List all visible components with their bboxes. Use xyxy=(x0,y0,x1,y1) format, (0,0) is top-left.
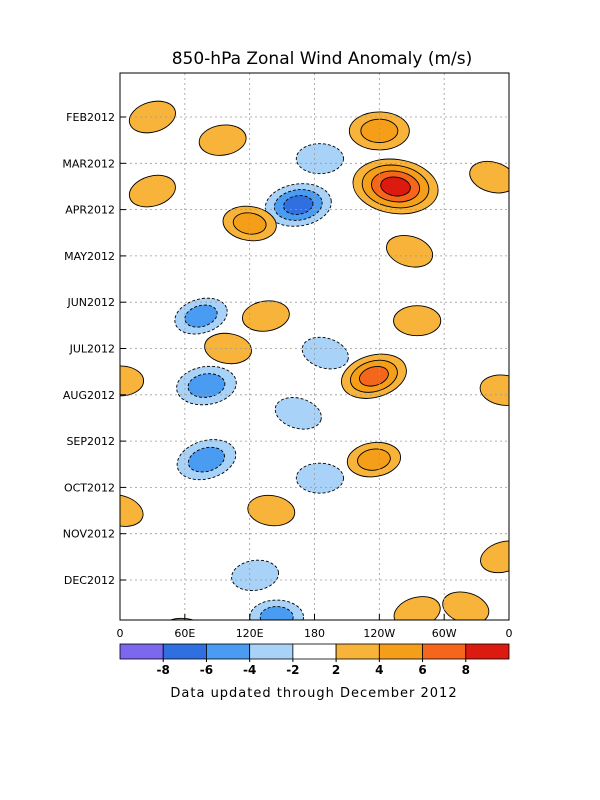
anomaly-contour xyxy=(259,606,294,620)
anomaly-contour xyxy=(359,366,389,387)
y-tick-label: JUN2012 xyxy=(66,296,115,309)
anomaly-patch xyxy=(442,591,490,620)
anomaly-contour xyxy=(357,448,391,471)
colorbar-label: 2 xyxy=(332,663,340,677)
anomaly-patch xyxy=(241,300,290,332)
colorbar-label: 6 xyxy=(418,663,426,677)
anomaly-contour xyxy=(442,591,490,620)
x-tick-label: 120W xyxy=(363,627,395,640)
y-tick-label: AUG2012 xyxy=(63,389,115,402)
chart-title: 850-hPa Zonal Wind Anomaly (m/s) xyxy=(172,49,473,69)
anomaly-contour xyxy=(386,235,434,268)
colorbar-swatch xyxy=(465,643,510,660)
anomaly-patch xyxy=(247,494,296,527)
y-tick-label: JUL2012 xyxy=(69,343,115,356)
x-tick-label: 120E xyxy=(236,627,264,640)
colorbar-label: -2 xyxy=(286,663,299,677)
anomaly-patch xyxy=(348,111,410,151)
x-tick-label: 60E xyxy=(174,627,195,640)
colorbar-label: -6 xyxy=(200,663,213,677)
colorbar-swatch xyxy=(119,643,164,660)
anomaly-patch xyxy=(176,439,237,481)
y-tick-label: NOV2012 xyxy=(63,528,115,541)
y-tick-label: FEB2012 xyxy=(66,111,115,124)
anomaly-patch xyxy=(301,336,349,370)
anomaly-contour xyxy=(393,305,442,337)
anomaly-patch xyxy=(128,100,176,134)
anomaly-contour xyxy=(184,304,218,328)
anomaly-patch xyxy=(174,297,228,335)
x-tick-label: 0 xyxy=(506,627,513,640)
anomaly-patch xyxy=(386,235,434,268)
anomaly-contour xyxy=(241,300,290,332)
anomaly-patch xyxy=(295,462,344,494)
anomaly-contour xyxy=(128,100,176,134)
plot-area: FEB2012 MAR2012 APR2012 MAY2012 JUN2012 JUL20… xyxy=(62,72,513,640)
anomaly-patch xyxy=(393,596,441,620)
anomaly-contour xyxy=(393,596,441,620)
anomaly-patch xyxy=(479,374,509,406)
anomaly-contour xyxy=(204,332,252,365)
anomaly-contour xyxy=(187,446,225,473)
colorbar-swatch xyxy=(249,643,294,660)
anomaly-patch xyxy=(274,397,322,430)
anomaly-patch xyxy=(249,599,304,620)
colorbar-label: -4 xyxy=(243,663,256,677)
anomaly-patch xyxy=(204,332,252,365)
colorbar-swatch xyxy=(335,643,380,660)
anomaly-patch xyxy=(346,441,402,478)
anomaly-contour xyxy=(480,540,509,574)
anomaly-contour xyxy=(187,373,226,398)
anomaly-patch xyxy=(469,160,509,194)
anomaly-patch xyxy=(352,158,439,215)
anomaly-patch xyxy=(393,305,442,337)
y-tick-label: MAY2012 xyxy=(64,250,115,263)
y-tick-label: MAR2012 xyxy=(62,157,115,170)
anomaly-patch xyxy=(128,174,176,208)
anomaly-contour xyxy=(380,176,411,197)
colorbar-label: -8 xyxy=(157,663,170,677)
anomaly-contour xyxy=(469,160,509,194)
x-tick-label: 0 xyxy=(117,627,124,640)
anomaly-contour xyxy=(128,174,176,208)
anomaly-contour xyxy=(198,124,247,156)
anomaly-patch xyxy=(480,540,509,574)
anomaly-contour xyxy=(231,559,279,592)
anomaly-patch xyxy=(198,124,247,156)
anomaly-contour xyxy=(301,336,349,370)
anomaly-patch xyxy=(295,143,344,175)
x-tick-label: 180 xyxy=(304,627,325,640)
footer-note: Data updated through December 2012 xyxy=(170,686,457,701)
y-tick-label: SEP2012 xyxy=(66,435,115,448)
anomaly-contour xyxy=(295,143,344,175)
colorbar-swatch xyxy=(292,643,337,660)
colorbar-swatch xyxy=(162,643,207,660)
anomaly-patch xyxy=(231,559,279,592)
colorbar-label: 4 xyxy=(375,663,383,677)
y-tick-label: OCT2012 xyxy=(64,481,115,494)
anomaly-contour xyxy=(479,374,509,406)
colorbar-swatch xyxy=(206,643,251,660)
anomaly-contour xyxy=(274,397,322,430)
colorbar-label: 8 xyxy=(462,663,470,677)
colorbar-swatch xyxy=(378,643,423,660)
anomaly-patch xyxy=(341,353,407,399)
colorbar-swatch xyxy=(422,643,467,660)
anomaly-contour xyxy=(157,617,212,620)
x-tick-label: 60W xyxy=(432,627,457,640)
colorbar: -8 -6 -4 -2 2 4 6 8 xyxy=(119,643,510,677)
anomaly-contour xyxy=(247,494,296,527)
y-tick-label: APR2012 xyxy=(65,204,115,217)
anomaly-patch xyxy=(157,617,212,620)
anomaly-contour xyxy=(295,462,344,494)
y-tick-label: DEC2012 xyxy=(64,574,115,587)
